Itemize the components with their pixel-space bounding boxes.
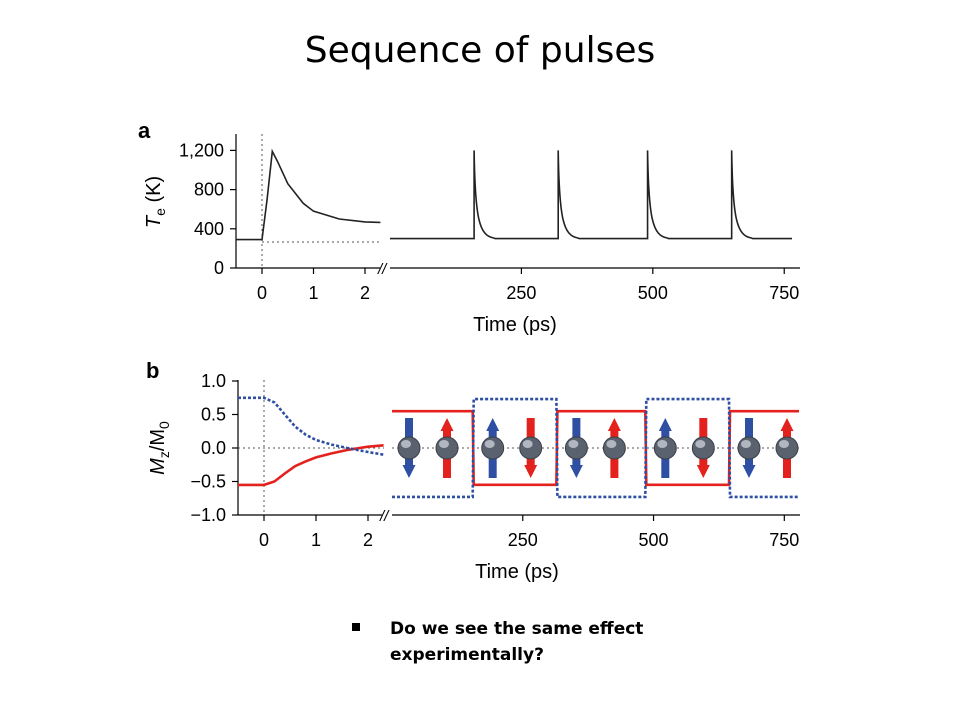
red-spin-down-icon	[519, 418, 543, 478]
atom-highlight-icon	[522, 440, 533, 448]
panel-a-x-tick-label: 250	[506, 283, 536, 303]
blue-spin-up-icon	[481, 418, 505, 478]
bullet-item: Do we see the same effect experimentally…	[352, 616, 712, 668]
red-spin-down-icon	[691, 418, 715, 478]
panel-a-y-title: Te (K)	[143, 176, 168, 228]
panel-a-x-tick-label: 1	[308, 283, 318, 303]
atom-highlight-icon	[741, 440, 751, 448]
panel-a-y-tick-label: 400	[194, 219, 224, 239]
slide-title: Sequence of pulses	[304, 30, 656, 71]
panel-b-y-tick-label: −0.5	[190, 472, 226, 492]
panel-a-x-tick-label: 750	[769, 283, 799, 303]
atom-highlight-icon	[779, 440, 789, 448]
panel-a-y-tick-label: 800	[194, 180, 224, 200]
blue-spin-down-icon	[564, 418, 588, 478]
panel-b-x-tick-label: 0	[259, 530, 269, 550]
panel-a-x-title: Time (ps)	[473, 314, 557, 336]
bullet-text: Do we see the same effect experimentally…	[390, 619, 644, 665]
panel-b-x-tick-label: 750	[769, 530, 799, 550]
panel-b-axis-break: //	[379, 508, 390, 525]
atom-highlight-icon	[695, 440, 706, 448]
panel-b-y-title: Mz/M0	[147, 421, 172, 475]
panel-b-x-tick-label: 500	[639, 530, 669, 550]
panel-a-x-tick-label: 500	[638, 283, 668, 303]
panel-b-y-tick-label: 0.0	[201, 438, 226, 458]
panel-b-label: b	[146, 358, 159, 383]
atom-sphere-icon	[564, 436, 588, 460]
atom-highlight-icon	[606, 440, 617, 448]
panel-b-blue-curve-long	[392, 397, 799, 499]
panel-b-y-tick-label: −1.0	[190, 505, 226, 525]
atom-highlight-icon	[439, 440, 449, 448]
atom-highlight-icon	[401, 440, 411, 448]
panel-b: b // 1.0 0.5 0.0 −0.5 −1.0 0 1 2 250 500 750 Mz/M…	[146, 358, 800, 583]
atom-sphere-icon	[435, 436, 459, 460]
atom-sphere-icon	[691, 436, 715, 460]
red-spin-up-icon	[435, 418, 459, 478]
blue-spin-up-icon	[653, 418, 677, 478]
atom-sphere-icon	[519, 436, 543, 460]
panel-b-blue-curve-short	[238, 396, 384, 456]
blue-spin-down-icon	[397, 418, 421, 478]
panel-b-x-tick-label: 2	[363, 530, 373, 550]
panel-a-label: a	[138, 118, 151, 143]
panel-b-x-tick-label: 1	[311, 530, 321, 550]
panel-a-y-tick-label: 1,200	[179, 140, 224, 160]
atom-sphere-icon	[737, 436, 761, 460]
panel-b-red-curve-short	[238, 444, 384, 487]
bullet-square-icon	[352, 623, 360, 631]
atom-highlight-icon	[657, 440, 668, 448]
panel-a-te-curve-short	[236, 148, 381, 241]
panel-a-y-tick-label: 0	[214, 258, 224, 278]
atom-sphere-icon	[481, 436, 505, 460]
red-spin-up-icon	[602, 418, 626, 478]
panel-b-red-curve-long	[392, 409, 799, 487]
red-spin-up-icon	[775, 418, 799, 478]
atom-highlight-icon	[568, 440, 579, 448]
panel-b-x-tick-label: 250	[508, 530, 538, 550]
atom-sphere-icon	[775, 436, 799, 460]
blue-spin-down-icon	[737, 418, 761, 478]
panel-b-x-title: Time (ps)	[475, 561, 559, 583]
panel-a-x-tick-label: 2	[360, 283, 370, 303]
atom-highlight-icon	[484, 440, 495, 448]
panel-a-te-curve-long	[390, 150, 792, 240]
panel-b-y-tick-label: 0.5	[201, 405, 226, 425]
panel-b-y-tick-label: 1.0	[201, 371, 226, 391]
panel-a-axis-break: //	[377, 261, 388, 278]
atom-sphere-icon	[602, 436, 626, 460]
atom-sphere-icon	[397, 436, 421, 460]
atom-sphere-icon	[653, 436, 677, 460]
panel-a-x-tick-label: 0	[257, 283, 267, 303]
panel-a: a // 1,200 800 400 0 0 1 2 250 500 750 Te (K) Ti…	[138, 118, 800, 336]
